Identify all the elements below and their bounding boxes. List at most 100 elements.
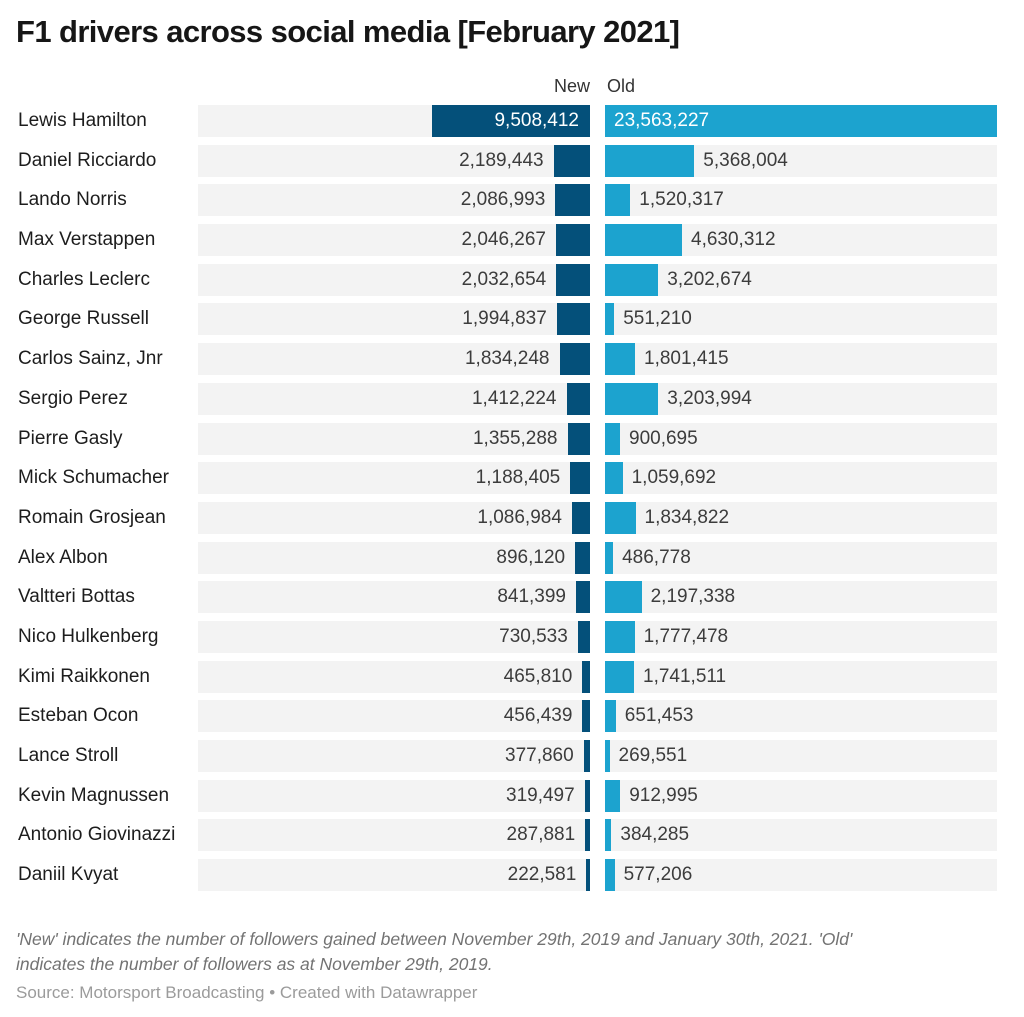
driver-name: Daniel Ricciardo [18, 149, 157, 171]
center-gap [590, 303, 605, 335]
driver-name: Sergio Perez [18, 387, 128, 409]
driver-name: Max Verstappen [18, 229, 156, 251]
old-bar-track: 1,059,692 [605, 462, 997, 495]
old-bar [605, 224, 682, 257]
center-gap [590, 661, 605, 693]
old-bar [605, 819, 612, 852]
old-value-label: 269,551 [618, 745, 688, 766]
center-gap [590, 423, 605, 455]
old-bar-track: 23,563,227 [605, 105, 997, 137]
center-gap [590, 105, 605, 137]
old-bar-track: 269,551 [605, 740, 997, 772]
new-value-label: 377,860 [505, 745, 574, 766]
new-bar-track: 896,120 [198, 541, 590, 574]
old-bar-track: 1,741,511 [605, 660, 997, 693]
new-bar-track: 319,497 [198, 779, 590, 812]
new-bar [556, 224, 590, 257]
old-bar-track: 551,210 [605, 303, 997, 336]
new-bar [576, 581, 590, 614]
old-bar-track: 651,453 [605, 700, 997, 733]
center-gap [590, 780, 605, 812]
driver-name: Antonio Giovinazzi [18, 824, 176, 846]
new-bar-track: 1,994,837 [198, 303, 590, 336]
old-bar [605, 144, 695, 177]
old-bar [605, 779, 621, 812]
old-bar-track: 1,777,478 [605, 620, 997, 653]
old-bar [605, 343, 635, 376]
new-bar [582, 660, 590, 693]
driver-name: Lando Norris [18, 189, 127, 211]
old-value-label: 23,563,227 [614, 110, 710, 131]
new-bar-track: 2,086,993 [198, 184, 590, 217]
new-bar-track: 841,399 [198, 581, 590, 614]
new-value-label: 1,994,837 [462, 308, 547, 330]
old-bar [605, 263, 659, 296]
center-gap [590, 581, 605, 613]
new-bar [571, 501, 590, 534]
new-bar-track: 222,581 [198, 859, 590, 892]
center-gap [590, 740, 605, 772]
old-value-label: 651,453 [624, 705, 694, 727]
driver-row: Daniil Kvyat 222,581 577,206 [0, 859, 1024, 892]
old-bar [605, 382, 659, 415]
new-value-label: 2,032,654 [461, 268, 547, 290]
source-line: Source: Motorsport Broadcasting • Create… [16, 983, 478, 1002]
new-bar [582, 700, 590, 733]
old-bar [605, 422, 620, 455]
old-bar-track: 2,197,338 [605, 581, 997, 614]
new-bar-track: 2,032,654 [198, 263, 590, 296]
driver-row: Mick Schumacher 1,188,405 1,059,692 [0, 462, 1024, 495]
new-bar-track: 456,439 [198, 700, 590, 733]
new-bar-track: 9,508,412 [198, 105, 590, 137]
new-value-label: 2,046,267 [461, 229, 546, 251]
old-bar-track: 912,995 [605, 779, 997, 812]
old-bar-track: 1,834,822 [605, 501, 997, 534]
old-value-label: 1,834,822 [644, 506, 730, 528]
driver-row: Esteban Ocon 456,439 651,453 [0, 700, 1024, 733]
driver-row: Romain Grosjean 1,086,984 1,834,822 [0, 501, 1024, 534]
new-bar-track: 1,355,288 [198, 422, 590, 455]
driver-row: Lance Stroll 377,860 269,551 [0, 740, 1024, 772]
old-value-label: 900,695 [629, 427, 698, 449]
driver-row: Pierre Gasly 1,355,288 900,695 [0, 422, 1024, 455]
old-bar [605, 700, 616, 733]
old-bar [605, 303, 615, 336]
old-value-label: 551,210 [623, 308, 692, 330]
old-bar-track: 5,368,004 [605, 144, 997, 177]
old-bar [605, 462, 623, 495]
new-bar-track: 465,810 [198, 660, 590, 693]
new-bar [586, 859, 590, 892]
center-gap [590, 462, 605, 494]
new-bar [556, 263, 590, 296]
driver-name: Kevin Magnussen [18, 784, 170, 806]
driver-name: Romain Grosjean [18, 506, 166, 528]
new-value-label: 1,086,984 [477, 506, 562, 528]
driver-row: Max Verstappen 2,046,267 4,630,312 [0, 224, 1024, 257]
new-value-label: 319,497 [506, 784, 575, 806]
old-bar-track: 486,778 [605, 541, 997, 574]
driver-name: Daniil Kvyat [18, 864, 119, 886]
center-gap [590, 819, 605, 851]
new-bar-track: 1,412,224 [198, 382, 590, 415]
new-bar-track: 2,046,267 [198, 224, 590, 257]
old-value-label: 3,203,994 [667, 387, 752, 409]
new-value-label: 1,412,224 [471, 387, 557, 409]
driver-name: Kimi Raikkonen [18, 665, 150, 687]
old-bar [605, 740, 610, 772]
driver-name: Charles Leclerc [18, 268, 150, 290]
old-bar [605, 581, 642, 614]
driver-name: Esteban Ocon [18, 705, 139, 727]
new-bar-track: 2,189,443 [198, 144, 590, 177]
new-value-label: 896,120 [496, 546, 566, 568]
old-bar-track: 4,630,312 [605, 224, 997, 257]
new-value-label: 222,581 [507, 864, 577, 886]
old-value-label: 5,368,004 [703, 149, 788, 171]
new-bar [584, 779, 590, 812]
old-bar-track: 1,801,415 [605, 343, 997, 376]
old-value-label: 1,741,511 [643, 665, 727, 687]
new-bar [559, 343, 590, 376]
new-bar [577, 620, 590, 653]
new-value-label: 1,188,405 [475, 467, 561, 489]
center-gap [590, 224, 605, 256]
driver-name: Mick Schumacher [18, 467, 169, 489]
